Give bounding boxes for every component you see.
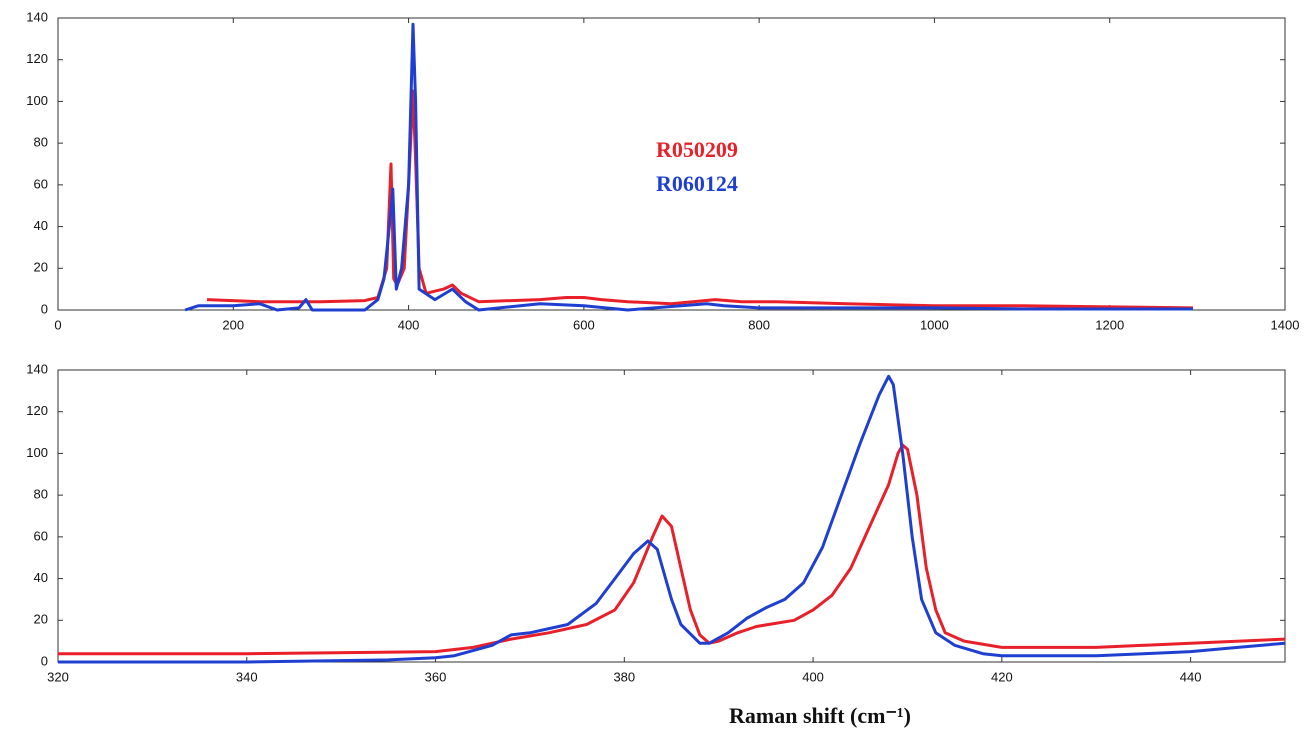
x-tick-label: 400 bbox=[802, 669, 824, 684]
legend-label: R050209 bbox=[656, 137, 738, 162]
y-tick-label: 140 bbox=[26, 361, 48, 376]
y-tick-label: 40 bbox=[34, 570, 48, 585]
y-tick-label: 20 bbox=[34, 260, 48, 275]
x-tick-label: 420 bbox=[991, 669, 1013, 684]
x-tick-label: 320 bbox=[47, 669, 69, 684]
y-tick-label: 120 bbox=[26, 403, 48, 418]
x-tick-label: 360 bbox=[425, 669, 447, 684]
x-tick-label: 400 bbox=[398, 317, 420, 332]
y-tick-label: 100 bbox=[26, 93, 48, 108]
y-tick-label: 20 bbox=[34, 612, 48, 627]
x-tick-label: 1000 bbox=[920, 317, 949, 332]
y-tick-label: 0 bbox=[41, 301, 48, 316]
y-tick-label: 0 bbox=[41, 653, 48, 668]
data-line bbox=[58, 374, 1286, 664]
y-tick-label: 80 bbox=[34, 487, 48, 502]
x-tick-label: 1200 bbox=[1095, 317, 1124, 332]
data-line bbox=[184, 22, 1193, 312]
x-tick-label: 200 bbox=[222, 317, 244, 332]
x-tick-label: 800 bbox=[748, 317, 770, 332]
data-line bbox=[58, 443, 1286, 656]
x-tick-label: 380 bbox=[613, 669, 635, 684]
y-tick-label: 80 bbox=[34, 135, 48, 150]
x-tick-label: 600 bbox=[573, 317, 595, 332]
x-tick-label: 1400 bbox=[1271, 317, 1300, 332]
legend-label: R060124 bbox=[656, 171, 738, 196]
x-tick-label: 440 bbox=[1180, 669, 1202, 684]
y-tick-label: 40 bbox=[34, 218, 48, 233]
x-tick-label: 0 bbox=[54, 317, 61, 332]
y-tick-label: 60 bbox=[34, 528, 48, 543]
y-tick-label: 60 bbox=[34, 176, 48, 191]
data-line bbox=[206, 89, 1194, 310]
y-tick-label: 100 bbox=[26, 445, 48, 460]
x-axis-title: Raman shift (cm⁻¹) bbox=[729, 703, 911, 728]
y-tick-label: 140 bbox=[26, 9, 48, 24]
x-tick-label: 340 bbox=[236, 669, 258, 684]
y-tick-label: 120 bbox=[26, 51, 48, 66]
plot-frame bbox=[57, 369, 1286, 663]
plot-frame bbox=[57, 17, 1286, 311]
